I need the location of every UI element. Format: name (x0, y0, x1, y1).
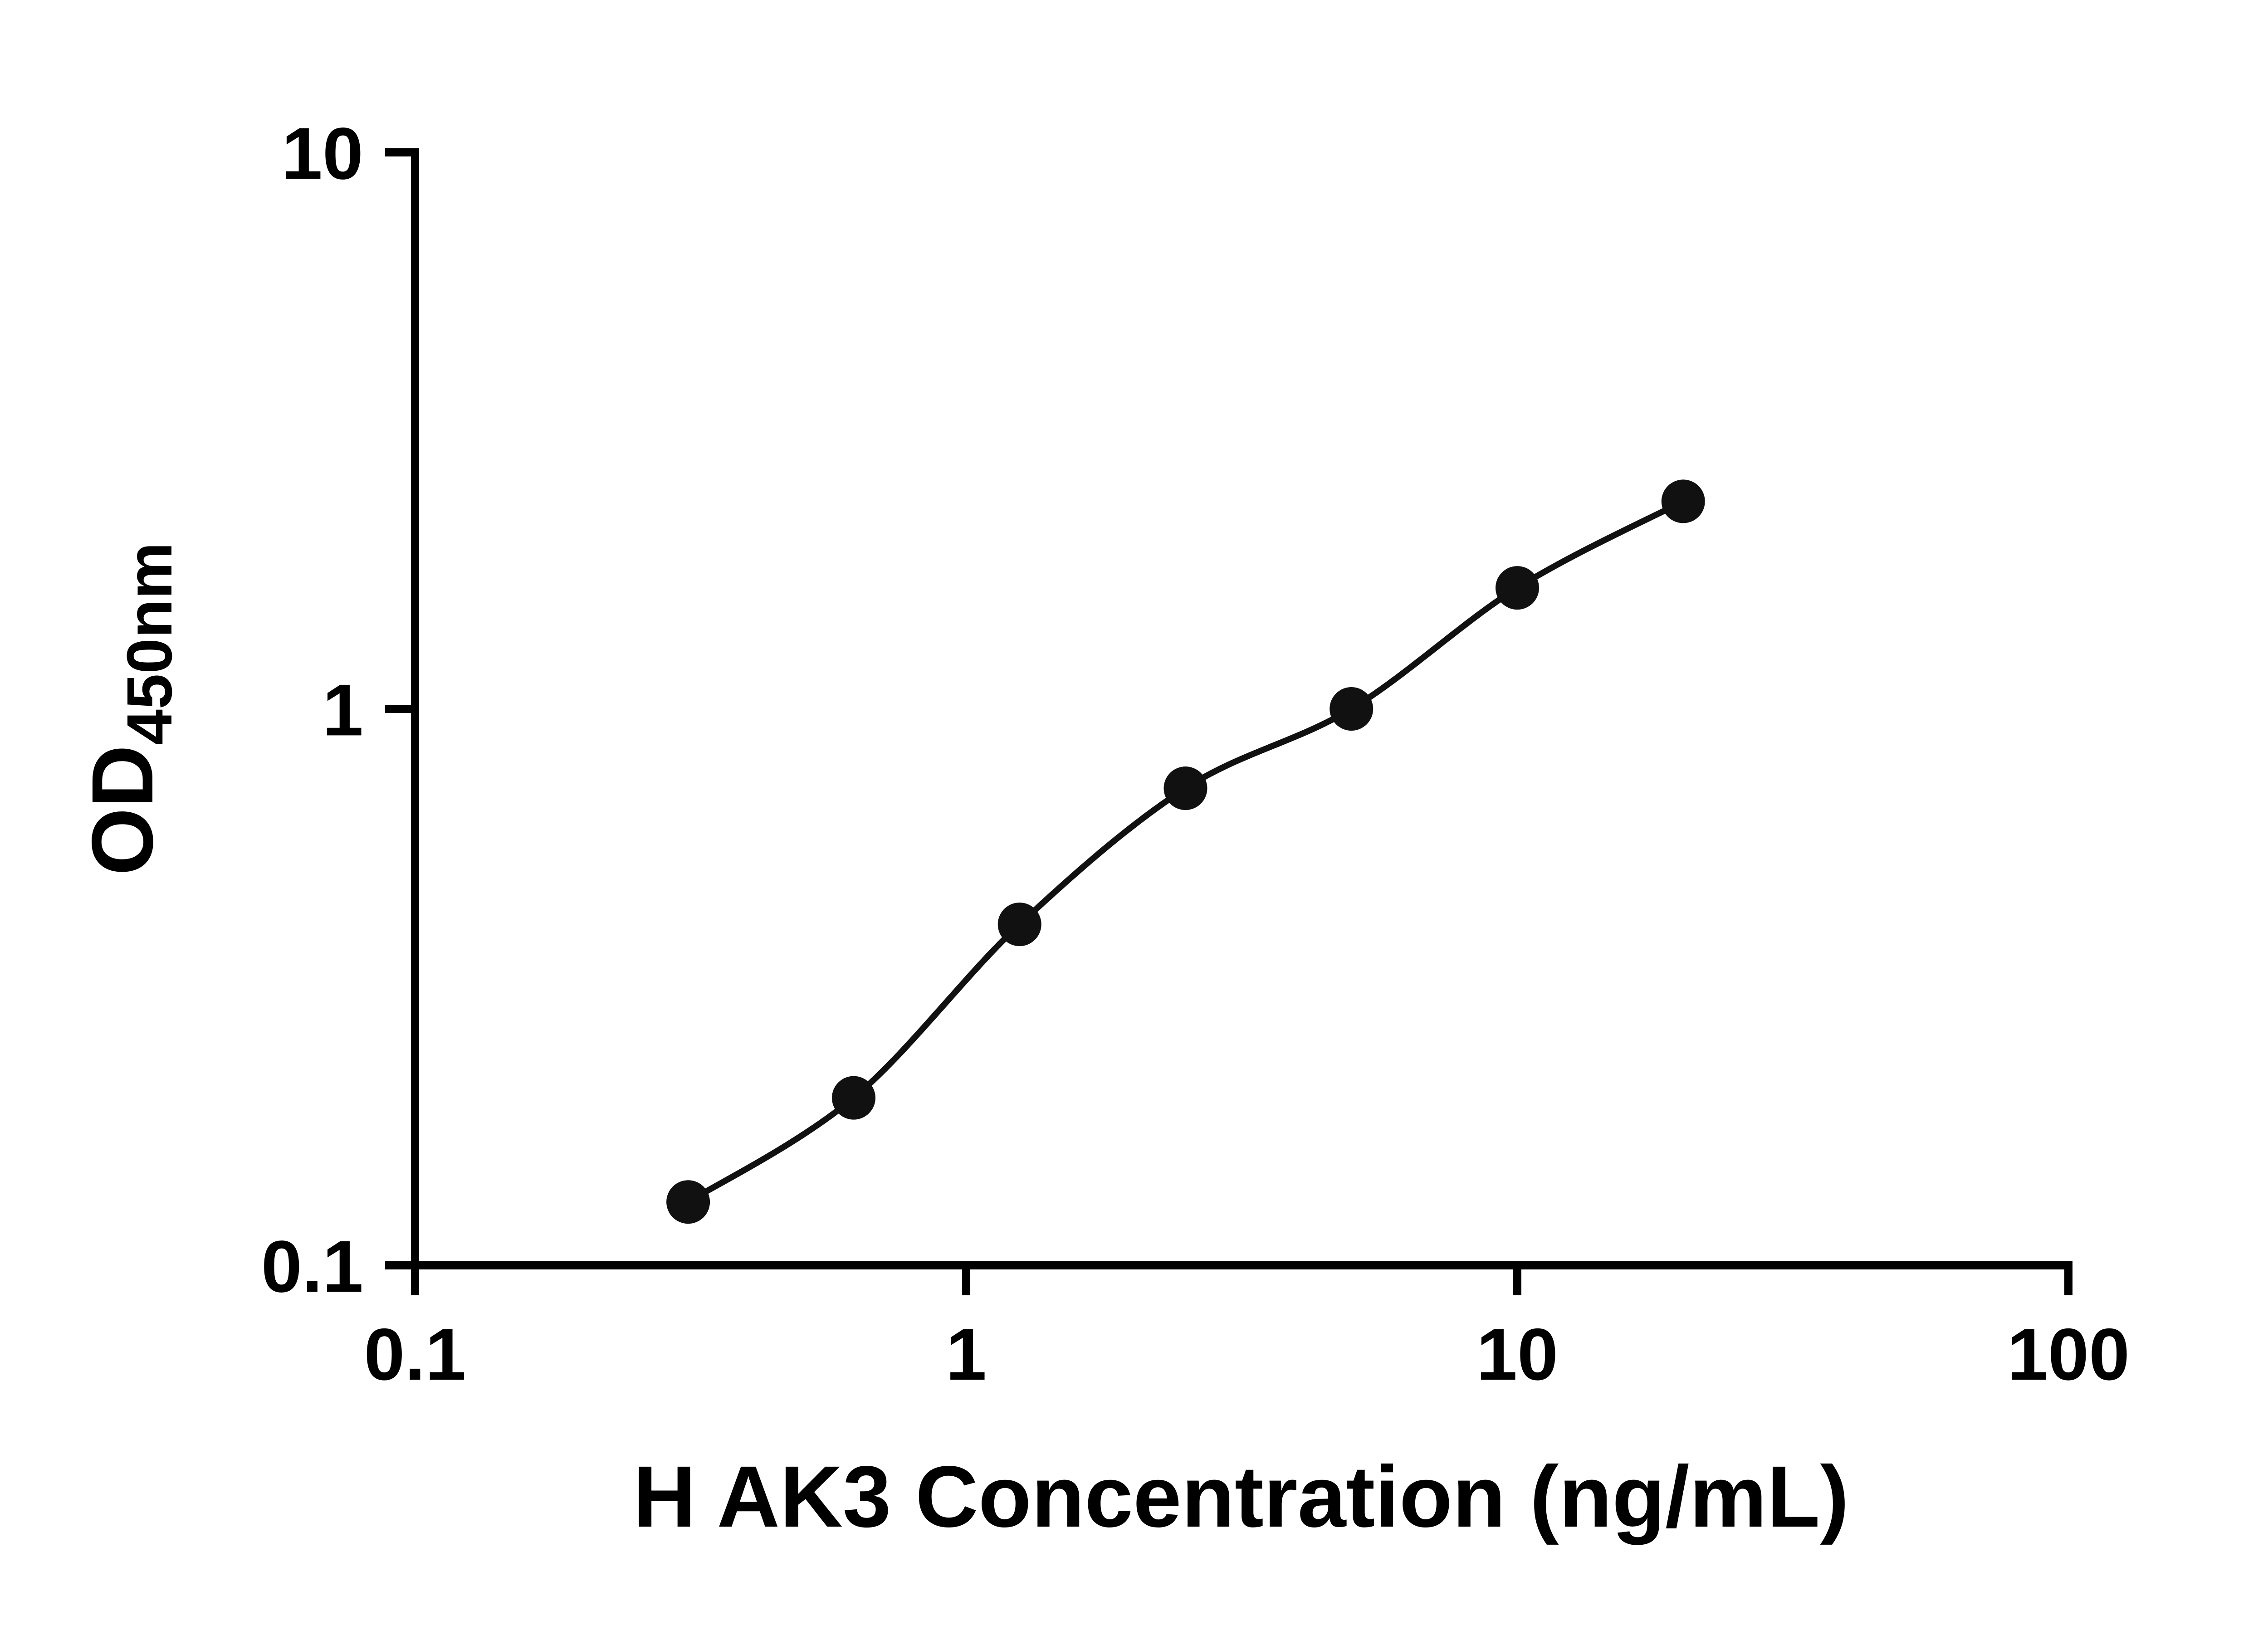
data-point (1661, 479, 1705, 523)
data-point (997, 903, 1041, 947)
axis-tick-labels: 0.1 1 10 100 0.1 1 10 (261, 112, 2130, 1396)
y-tick-label: 10 (282, 112, 363, 195)
data-point (831, 1076, 875, 1120)
axis-ticks (385, 148, 2072, 1295)
axis-frame (411, 148, 2072, 1269)
y-axis-title: OD450nm (73, 542, 185, 876)
x-tick-label: 10 (1476, 1313, 1558, 1396)
data-point (1496, 566, 1539, 610)
axes (411, 148, 2072, 1269)
y-axis-title-subscript: 450nm (113, 542, 185, 745)
y-axis-title-main: OD (73, 745, 171, 875)
data-point (1330, 687, 1374, 731)
y-tick-label: 0.1 (261, 1225, 363, 1308)
x-tick-label: 0.1 (364, 1313, 466, 1396)
y-tick-label: 1 (323, 669, 363, 751)
data-points (666, 479, 1705, 1224)
data-point (1163, 766, 1207, 810)
x-tick-label: 1 (946, 1313, 987, 1396)
x-axis-title: H AK3 Concentration (ng/mL) (633, 1448, 1849, 1545)
x-tick-label: 100 (2007, 1313, 2130, 1396)
data-point (666, 1180, 710, 1224)
